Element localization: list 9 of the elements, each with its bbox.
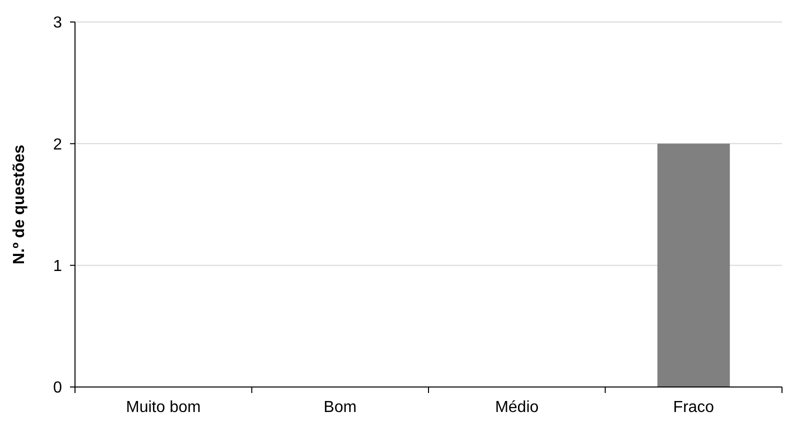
x-tick-label: Fraco [673, 399, 714, 416]
y-tick-label: 1 [53, 258, 62, 275]
x-tick-label: Muito bom [126, 399, 201, 416]
y-tick-label: 2 [53, 136, 62, 154]
x-tick-label: Bom [324, 399, 357, 416]
y-axis-title: N.º de questões [11, 144, 28, 264]
y-tick-label: 3 [53, 14, 62, 32]
x-tick-label: Médio [495, 399, 539, 416]
y-tick-label: 0 [53, 380, 62, 397]
